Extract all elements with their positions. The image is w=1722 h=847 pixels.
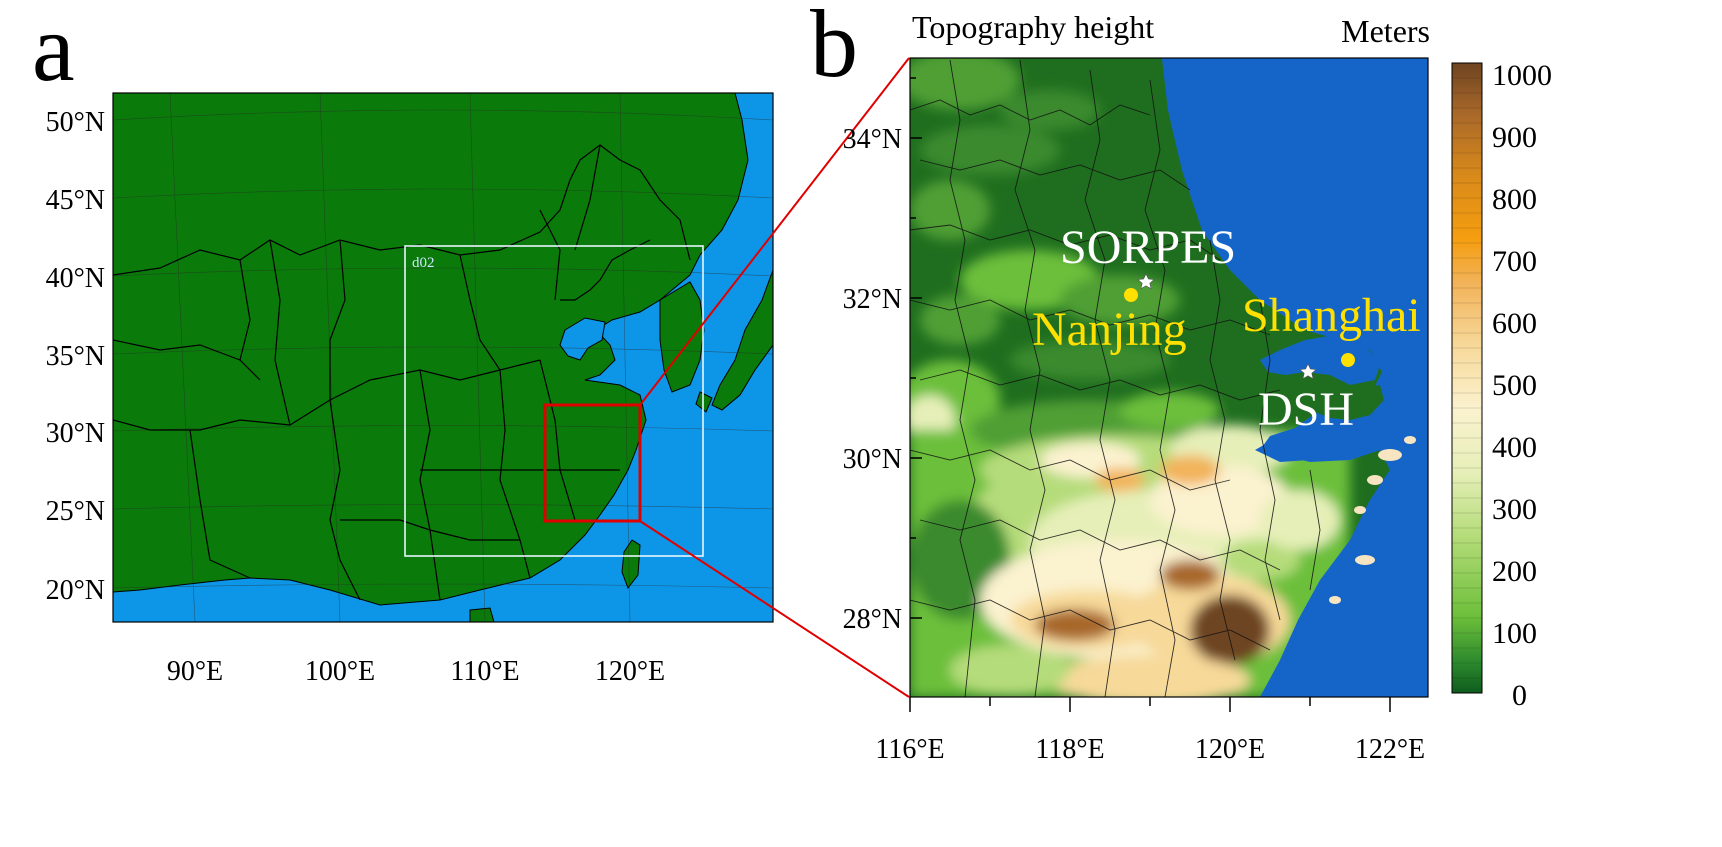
dsh-label: DSH — [1258, 383, 1354, 436]
panel-b-map: Topography height Meters — [843, 9, 1552, 765]
panel-b-ticks — [909, 77, 1391, 712]
colorbar-label: 400 — [1492, 431, 1537, 464]
lat-label: 20°N — [46, 575, 105, 606]
colorbar-labels: 1000 900 800 700 600 500 400 300 200 100… — [1492, 59, 1552, 712]
lat-label: 35°N — [46, 341, 105, 372]
colorbar-label: 500 — [1492, 369, 1537, 402]
panel-b-lon-labels: 116°E 118°E 120°E 122°E — [875, 734, 1425, 765]
lon-label: 90°E — [167, 656, 223, 687]
lat-label: 50°N — [46, 107, 105, 138]
nanjing-marker-icon — [1124, 288, 1138, 302]
lon-label: 118°E — [1035, 734, 1104, 765]
panel-b-borders — [910, 59, 1321, 697]
colorbar-label: 0 — [1512, 679, 1527, 712]
sorpes-site: SORPES — [1060, 221, 1236, 290]
sorpes-label: SORPES — [1060, 221, 1236, 274]
panel-b-shanghai-land — [1300, 380, 1384, 420]
colorbar-bins — [1452, 77, 1482, 679]
lat-label: 30°N — [843, 444, 902, 475]
colorbar — [1451, 62, 1483, 694]
panel-a-zoom-box — [543, 403, 642, 523]
panel-b-islands — [1329, 436, 1416, 604]
lon-label: 116°E — [875, 734, 944, 765]
panel-a-domain-label: d02 — [412, 255, 435, 271]
panel-b-units: Meters — [1341, 13, 1430, 49]
lat-label: 28°N — [843, 604, 902, 635]
panel-a-letter: a — [32, 0, 75, 101]
colorbar-label: 900 — [1492, 121, 1537, 154]
nanjing-label: Nanjing — [1032, 303, 1187, 356]
dsh-site: DSH — [1258, 363, 1354, 436]
panel-a-bohai-sea — [559, 317, 606, 361]
colorbar-label: 700 — [1492, 245, 1537, 278]
panel-b-lat-labels: 34°N 32°N 30°N 28°N — [843, 124, 902, 635]
lat-label: 30°N — [46, 418, 105, 449]
lon-label: 122°E — [1355, 734, 1425, 765]
lat-label: 32°N — [843, 284, 902, 315]
lon-label: 110°E — [450, 656, 519, 687]
lat-label: 45°N — [46, 185, 105, 216]
panel-a-borders — [113, 144, 691, 601]
panel-a-lon-labels: 90°E 100°E 110°E 120°E — [167, 656, 665, 687]
lat-label: 34°N — [843, 124, 902, 155]
panel-a-map: d02 50°N 45°N 40°N 35°N 30°N 25°N 20°N 9… — [46, 92, 774, 687]
shanghai-site: Shanghai — [1242, 289, 1421, 367]
colorbar-label: 1000 — [1492, 59, 1552, 92]
lon-label: 120°E — [595, 656, 665, 687]
panel-b-topography — [910, 58, 1350, 697]
panel-a: a — [0, 0, 790, 780]
shanghai-label: Shanghai — [1242, 289, 1421, 342]
lon-label: 100°E — [305, 656, 375, 687]
lon-label: 120°E — [1195, 734, 1265, 765]
colorbar-label: 300 — [1492, 493, 1537, 526]
sorpes-star-icon — [1137, 273, 1155, 290]
panel-a-lat-labels: 50°N 45°N 40°N 35°N 30°N 25°N 20°N — [46, 107, 105, 606]
colorbar-label: 600 — [1492, 307, 1537, 340]
nanjing-site: Nanjing — [1032, 288, 1187, 356]
panel-b-letter: b — [810, 0, 858, 97]
panel-b-title: Topography height — [912, 9, 1154, 45]
lat-label: 25°N — [46, 496, 105, 527]
panel-b-yangtze-estuary — [1260, 335, 1380, 385]
colorbar-label: 100 — [1492, 617, 1537, 650]
colorbar-label: 200 — [1492, 555, 1537, 588]
dsh-star-icon — [1299, 363, 1317, 380]
shanghai-marker-icon — [1341, 353, 1355, 367]
lat-label: 40°N — [46, 263, 105, 294]
colorbar-label: 800 — [1492, 183, 1537, 216]
panel-b: b Topography height Meters — [790, 0, 1722, 847]
